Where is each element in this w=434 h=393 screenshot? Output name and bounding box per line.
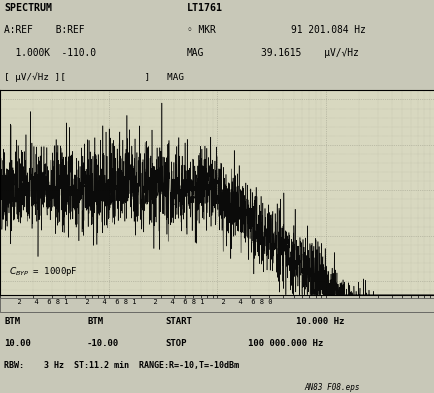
Text: -10.00: -10.00 [87, 339, 119, 348]
Text: 10.000 Hz: 10.000 Hz [295, 318, 343, 326]
Text: BTM: BTM [4, 318, 20, 326]
Text: BTM: BTM [87, 318, 103, 326]
Text: AN83 F08.eps: AN83 F08.eps [304, 383, 359, 392]
Text: A:REF    B:REF: A:REF B:REF [4, 25, 85, 35]
Text: 39.1615    μV/√Hz: 39.1615 μV/√Hz [260, 48, 358, 58]
Text: STOP: STOP [165, 339, 186, 348]
Text: 10.00: 10.00 [4, 339, 31, 348]
Text: ◦ MKR: ◦ MKR [187, 25, 215, 35]
Text: MAG: MAG [187, 48, 204, 58]
Text: $C_{BYP}$ = 1000pF: $C_{BYP}$ = 1000pF [9, 265, 77, 278]
Text: SPECTRUM: SPECTRUM [4, 3, 52, 13]
Text: 100 000.000 Hz: 100 000.000 Hz [247, 339, 322, 348]
Text: RBW:    3 Hz  ST:11.2 min  RANGE:R=-10,T=-10dBm: RBW: 3 Hz ST:11.2 min RANGE:R=-10,T=-10d… [4, 361, 239, 369]
Text: 91 201.084 Hz: 91 201.084 Hz [291, 25, 365, 35]
Text: 1.000K  -110.0: 1.000K -110.0 [4, 48, 96, 58]
Text: LT1761: LT1761 [187, 3, 223, 13]
Text: START: START [165, 318, 192, 326]
Text: [ μV/√Hz ][              ]   MAG: [ μV/√Hz ][ ] MAG [4, 72, 184, 82]
Bar [0, 298, 434, 312]
Text: 2   4  6 8 1    2   4  6 8 1    2   4  6 8 1    2   4  6 8 0: 2 4 6 8 1 2 4 6 8 1 2 4 6 8 1 2 4 6 8 0 [9, 299, 272, 305]
